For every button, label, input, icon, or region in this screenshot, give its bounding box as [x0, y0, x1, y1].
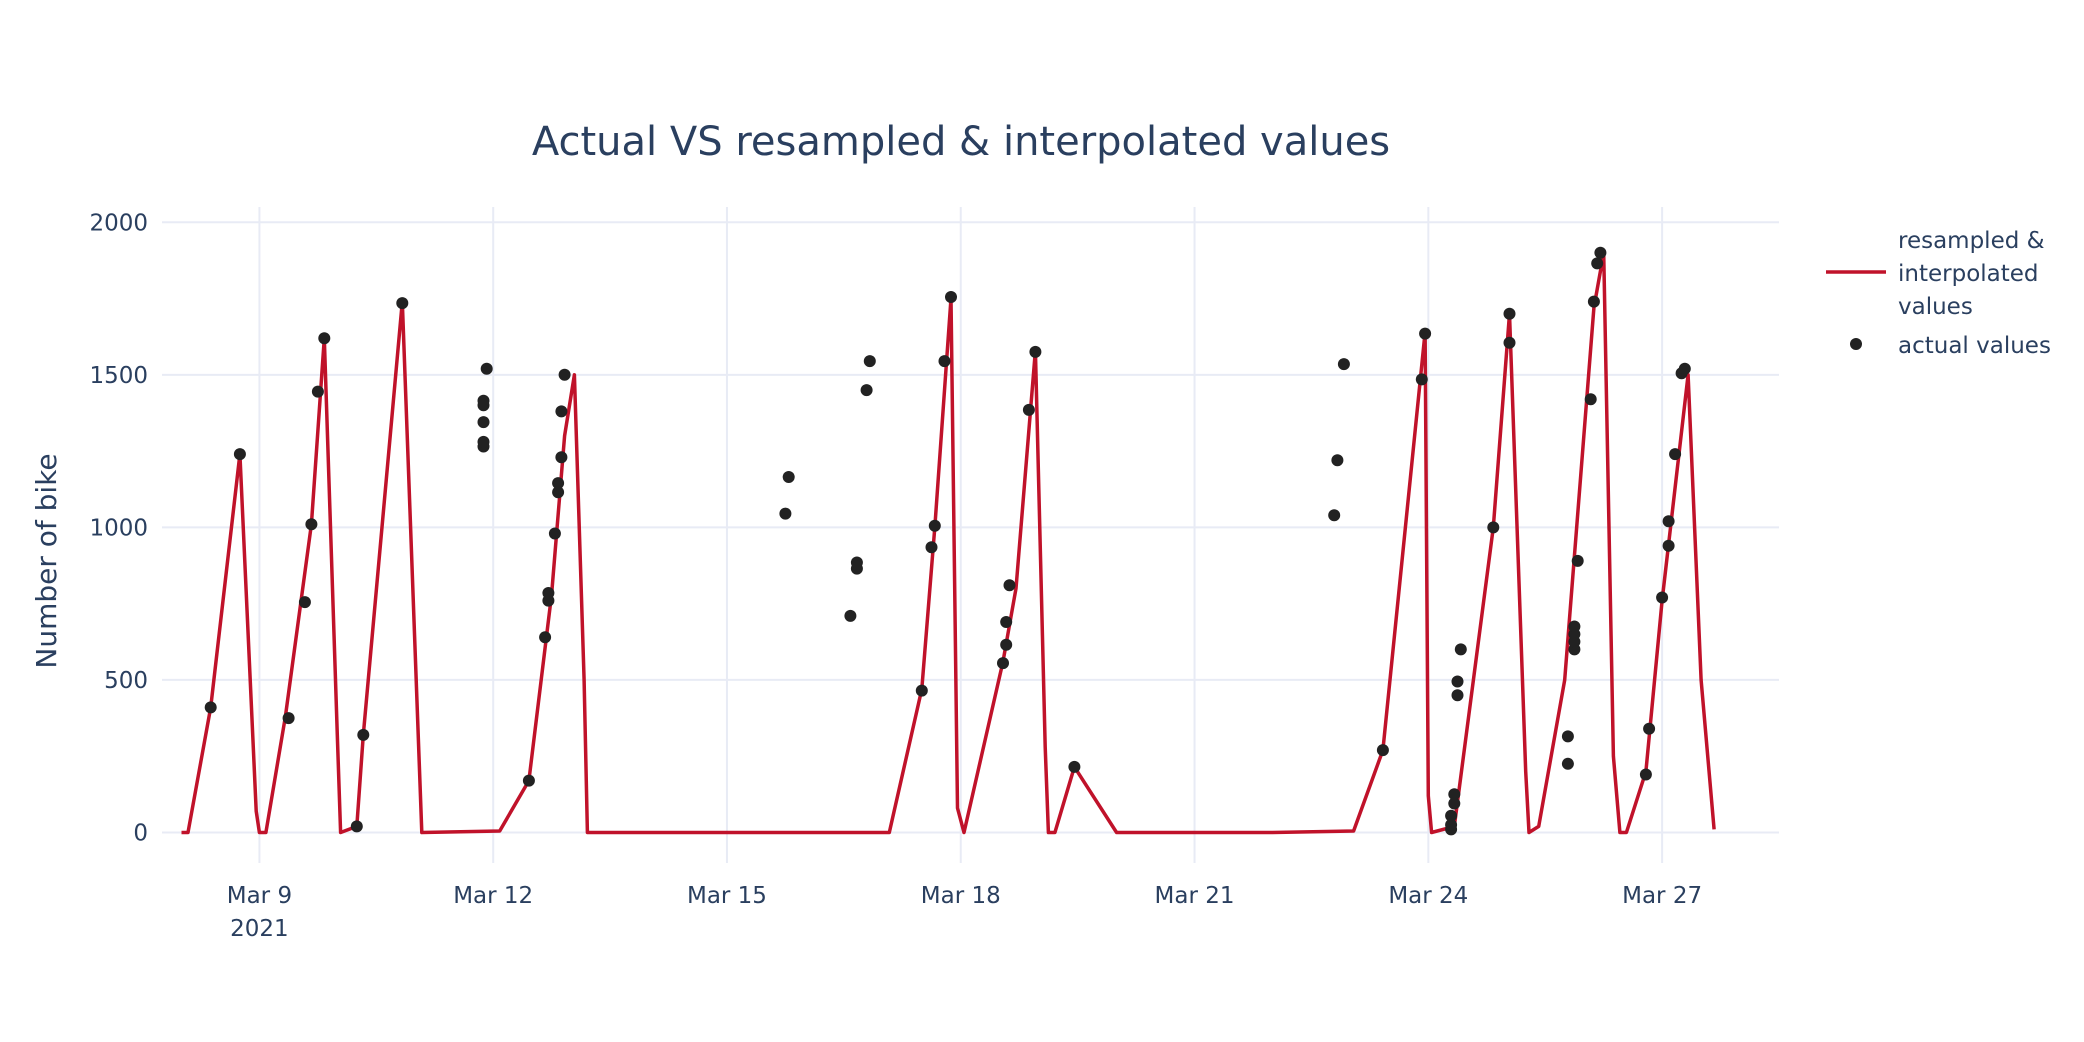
x-tick-label: Mar 27	[1622, 883, 1702, 909]
data-point-actual	[915, 684, 928, 697]
data-point-actual	[1445, 818, 1458, 831]
data-point-actual	[548, 527, 561, 540]
data-point-actual	[1503, 307, 1516, 320]
data-point-actual	[1448, 788, 1461, 801]
y-tick-label: 2000	[89, 210, 148, 236]
data-point-actual	[1445, 809, 1458, 822]
data-point-actual	[318, 332, 331, 345]
data-point-actual	[233, 448, 246, 461]
data-point-actual	[1561, 757, 1574, 770]
data-point-actual	[396, 297, 409, 310]
data-point-actual	[298, 596, 311, 609]
data-point-actual	[928, 519, 941, 532]
x-tick-label: Mar 12	[453, 883, 533, 909]
data-point-actual	[542, 587, 555, 599]
data-point-actual	[1029, 345, 1042, 358]
data-point-actual	[1594, 246, 1607, 259]
data-point-actual	[1415, 373, 1428, 386]
series-line-resampled	[181, 251, 1716, 835]
data-point-actual	[1451, 689, 1464, 702]
legend-label-actual: actual values	[1898, 333, 2051, 359]
data-point-actual	[552, 477, 565, 490]
x-tick-label: Mar 21	[1155, 883, 1235, 909]
data-point-actual	[311, 385, 324, 398]
data-point-actual	[1022, 403, 1035, 416]
data-point-actual	[1678, 362, 1691, 375]
data-point-actual	[522, 774, 535, 787]
y-tick-label: 500	[104, 668, 148, 694]
data-point-actual	[1561, 730, 1574, 743]
data-point-actual	[1448, 797, 1461, 810]
x-tick-label: Mar 9	[227, 883, 292, 909]
data-point-actual	[997, 657, 1009, 670]
data-point-actual	[860, 384, 873, 397]
data-point-actual	[782, 471, 795, 483]
data-point-actual	[1451, 675, 1464, 688]
data-point-actual	[1068, 760, 1081, 773]
plot-area	[181, 246, 1716, 836]
data-point-actual	[350, 820, 363, 833]
data-point-actual	[555, 405, 568, 418]
data-point-actual	[1587, 295, 1600, 308]
data-point-actual	[1571, 554, 1584, 567]
data-point-actual	[480, 362, 493, 375]
data-point-actual	[1656, 591, 1669, 604]
data-point-actual	[1503, 336, 1516, 349]
data-point-actual	[204, 701, 217, 714]
x-tick-label: Mar 15	[687, 883, 767, 909]
data-point-actual	[1568, 620, 1581, 633]
data-point-actual	[477, 435, 490, 448]
chart-title: Actual VS resampled & interpolated value…	[532, 119, 1390, 165]
data-point-actual	[1662, 539, 1675, 552]
x-axis: Mar 9 2021 Mar 12 Mar 15 Mar 18 Mar 21 Mar 24 M…	[227, 883, 1702, 942]
legend: resampled & interpolated values actual valu…	[1826, 228, 2051, 359]
data-point-actual	[863, 355, 876, 368]
y-tick-label: 1500	[89, 363, 148, 389]
data-point-actual	[282, 712, 295, 725]
data-point-actual	[1419, 327, 1432, 340]
data-point-actual	[1487, 521, 1500, 534]
y-axis: 0 500 1000 1500 2000	[89, 210, 148, 846]
data-point-actual	[925, 541, 938, 554]
data-point-actual	[1376, 744, 1389, 757]
data-point-actual	[555, 451, 568, 464]
data-point-actual	[1662, 515, 1675, 528]
data-point-actual	[850, 556, 863, 569]
x-tick-label: Mar 24	[1388, 883, 1468, 909]
data-point-actual	[938, 355, 951, 368]
y-tick-label: 0	[133, 820, 148, 846]
data-point-actual	[1669, 448, 1682, 461]
data-point-actual	[357, 728, 370, 741]
data-point-actual	[1643, 722, 1656, 735]
y-tick-label: 1000	[89, 515, 148, 541]
data-point-actual	[1331, 454, 1344, 467]
x-tick-label: Mar 18	[921, 883, 1001, 909]
data-point-actual	[305, 518, 318, 531]
y-axis-title: Number of bike	[30, 453, 63, 668]
data-point-actual	[945, 291, 957, 303]
data-point-actual	[558, 368, 571, 381]
data-point-actual	[1003, 579, 1016, 592]
data-point-actual	[477, 394, 490, 407]
grid	[162, 207, 1779, 863]
x-tick-year-label: 2021	[230, 916, 289, 942]
data-point-actual	[477, 416, 490, 429]
data-point-actual	[1591, 257, 1604, 270]
data-point-actual	[1584, 393, 1597, 406]
data-point-actual	[1000, 616, 1013, 628]
data-point-actual	[1337, 358, 1350, 371]
data-point-actual	[844, 609, 857, 622]
data-point-actual	[1328, 509, 1341, 522]
data-point-actual	[1454, 643, 1467, 656]
legend-swatch-actual	[1850, 338, 1862, 350]
data-point-actual	[1639, 768, 1652, 781]
data-point-actual	[552, 486, 565, 499]
data-point-actual	[1000, 638, 1013, 651]
data-point-actual	[539, 631, 552, 644]
data-point-actual	[779, 507, 792, 520]
legend-label-resampled: resampled & interpolated values	[1898, 228, 2045, 320]
